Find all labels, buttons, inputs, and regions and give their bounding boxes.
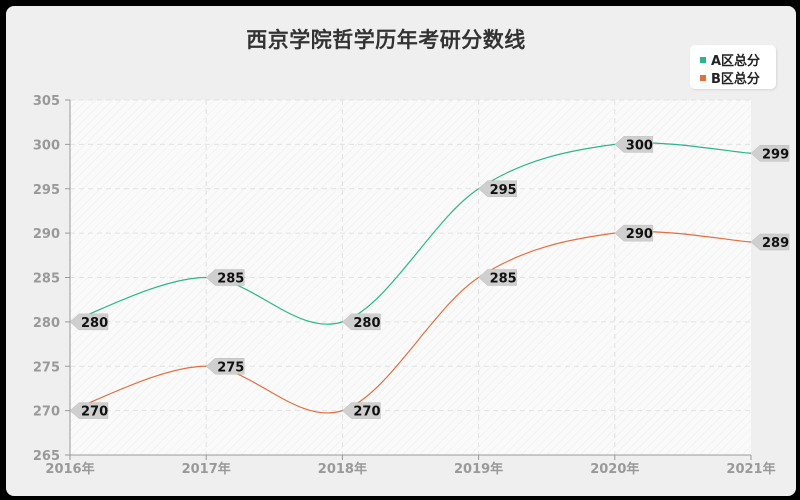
data-label-tag [205,269,245,286]
data-label-tag [342,313,381,331]
y-tick-label: 295 [33,183,60,198]
legend-item-b[interactable]: B区总分 [700,68,760,87]
chart-legend: A区总分 B区总分 [690,45,776,89]
x-tick-label: 2016年 [45,461,94,477]
legend-swatch-a-icon [700,56,706,63]
data-label-value: 270 [353,405,380,420]
y-tick-label: 300 [33,138,60,153]
y-tick-label: 280 [33,316,60,331]
legend-item-a[interactable]: A区总分 [700,50,760,69]
x-tick-label: 2018年 [318,461,367,477]
data-label-tag [750,233,790,251]
legend-label-a: A区总分 [711,54,761,69]
data-label-value: 275 [217,360,244,375]
y-tick-label: 275 [33,360,60,375]
data-label-value: 295 [490,183,517,198]
data-label-value: 285 [490,272,517,287]
x-tick-label: 2019年 [454,461,503,477]
data-label-tag [205,358,245,375]
data-label-tag [614,136,654,153]
legend-swatch-b-icon [700,74,706,81]
data-label-tag [342,402,381,419]
data-label-value: 289 [762,236,789,251]
y-tick-label: 305 [33,94,60,109]
x-tick-label: 2021年 [726,461,775,477]
y-tick-label: 290 [33,227,60,242]
y-tick-label: 265 [33,449,60,464]
data-label-value: 285 [217,272,244,287]
chart-title: 西京学院哲学历年考研分数线 [246,28,526,52]
legend-label-b: B区总分 [711,72,760,87]
data-label-tag [614,224,654,242]
data-label-tag [69,313,109,331]
data-label-tag [69,402,109,419]
data-label-value: 300 [626,138,653,153]
data-label-value: 290 [626,227,653,242]
data-label-tag [478,180,517,197]
data-label-tag [750,145,790,162]
data-label-tag [478,269,517,286]
y-tick-label: 285 [33,272,60,287]
data-label-value: 270 [81,405,108,420]
x-tick-label: 2020年 [590,461,639,477]
data-label-value: 280 [81,316,108,331]
x-tick-label: 2017年 [182,461,231,477]
y-tick-label: 270 [33,405,60,420]
data-label-value: 299 [762,147,789,162]
data-label-value: 280 [353,316,380,331]
